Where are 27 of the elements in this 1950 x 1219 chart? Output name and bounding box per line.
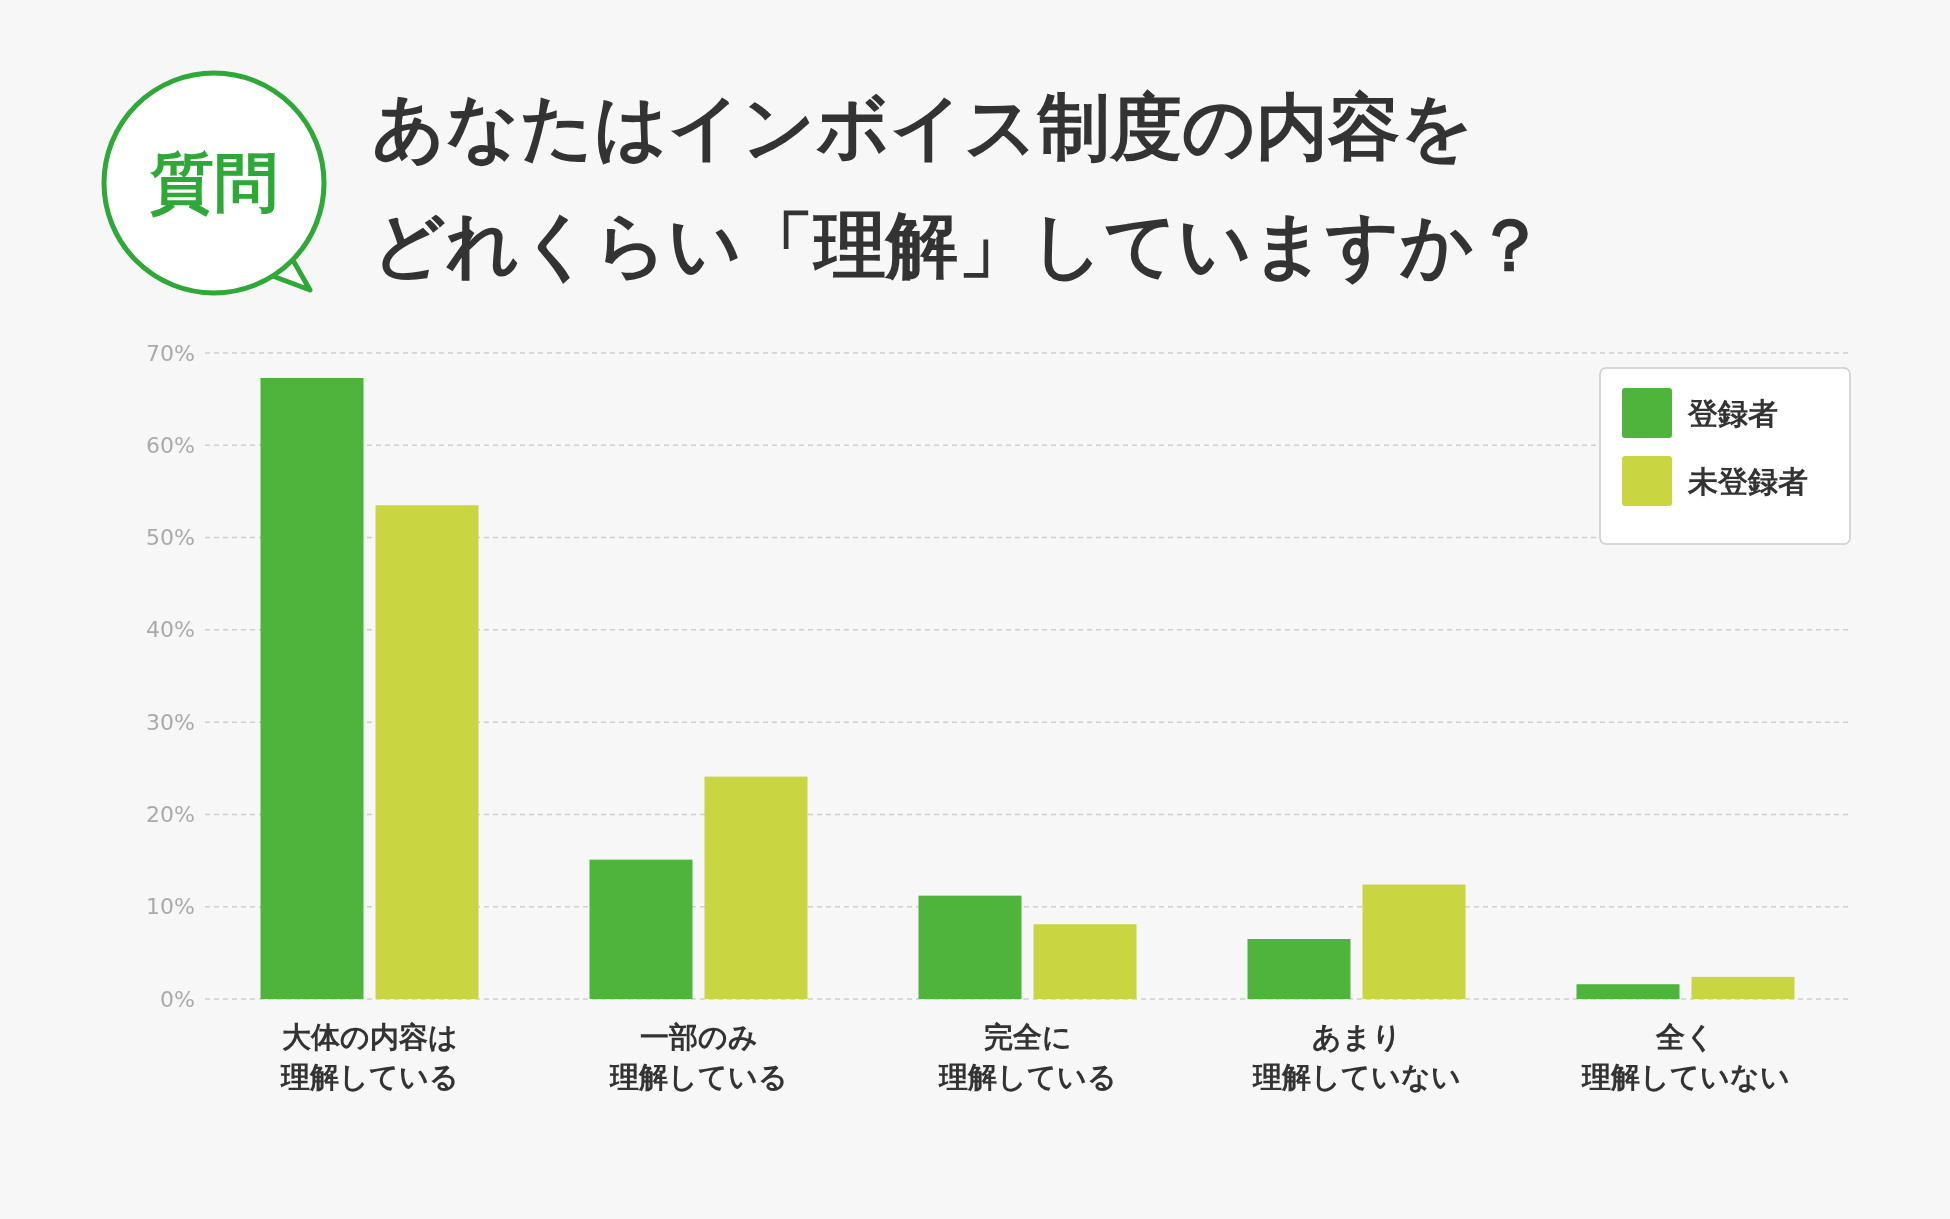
y-tick-label: 20% bbox=[146, 801, 195, 827]
x-tick-label: 一部のみ理解している bbox=[608, 1020, 788, 1094]
text: 質問 bbox=[149, 146, 278, 220]
bar bbox=[1691, 976, 1795, 999]
bar bbox=[589, 859, 693, 999]
y-tick-label: 50% bbox=[146, 525, 195, 551]
y-tick-label: 0% bbox=[160, 986, 195, 1012]
x-tick-label: 全く理解していない bbox=[1580, 1020, 1790, 1094]
bar bbox=[918, 895, 1022, 999]
x-tick-label: 大体の内容は理解している bbox=[279, 1020, 459, 1094]
legend-label: 未登録者 bbox=[1687, 463, 1808, 499]
x-tick-label: あまり理解していない bbox=[1251, 1020, 1461, 1094]
bar bbox=[1247, 939, 1351, 999]
bar bbox=[260, 377, 364, 999]
x-tick-label: 完全に理解している bbox=[937, 1020, 1117, 1094]
bar bbox=[704, 776, 808, 999]
y-tick-label: 60% bbox=[146, 432, 195, 458]
bar bbox=[1033, 924, 1137, 999]
bar bbox=[1362, 884, 1466, 999]
y-tick-label: 40% bbox=[146, 617, 195, 643]
chart-title: あなたはインボイス制度の内容をどれくらい「理解」していますか？ bbox=[372, 85, 1546, 287]
y-tick-label: 30% bbox=[146, 709, 195, 735]
bar bbox=[1576, 984, 1680, 999]
y-tick-label: 70% bbox=[146, 340, 195, 366]
y-tick-label: 10% bbox=[146, 894, 195, 920]
bar bbox=[375, 505, 479, 999]
legend-label: 登録者 bbox=[1687, 395, 1778, 431]
